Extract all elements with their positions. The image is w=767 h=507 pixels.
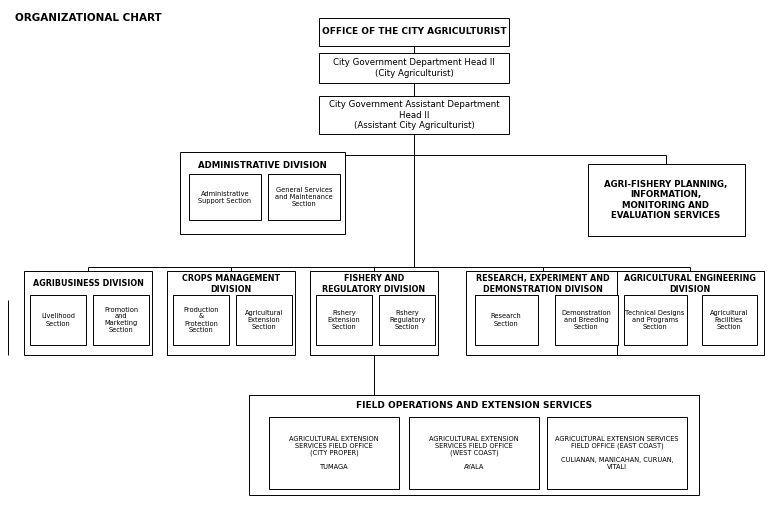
FancyBboxPatch shape	[555, 295, 617, 345]
Text: Fishery
Regulatory
Section: Fishery Regulatory Section	[389, 310, 425, 330]
FancyBboxPatch shape	[236, 295, 292, 345]
FancyBboxPatch shape	[249, 395, 699, 495]
Text: AGRI-FISHERY PLANNING,
INFORMATION,
MONITORING AND
EVALUATION SERVICES: AGRI-FISHERY PLANNING, INFORMATION, MONI…	[604, 180, 728, 220]
FancyBboxPatch shape	[409, 417, 539, 489]
FancyBboxPatch shape	[189, 174, 261, 220]
Text: Administrative
Support Section: Administrative Support Section	[199, 191, 252, 203]
FancyBboxPatch shape	[93, 295, 149, 345]
FancyBboxPatch shape	[173, 295, 229, 345]
Text: RESEARCH, EXPERIMENT AND
DEMONSTRATION DIVISON: RESEARCH, EXPERIMENT AND DEMONSTRATION D…	[476, 274, 610, 294]
Text: Agricultural
Extension
Section: Agricultural Extension Section	[245, 310, 283, 330]
Text: Agricultural
Facilities
Section: Agricultural Facilities Section	[709, 310, 749, 330]
FancyBboxPatch shape	[316, 295, 372, 345]
Text: FISHERY AND
REGULATORY DIVISION: FISHERY AND REGULATORY DIVISION	[322, 274, 426, 294]
Text: Technical Designs
and Programs
Section: Technical Designs and Programs Section	[625, 310, 685, 330]
FancyBboxPatch shape	[319, 53, 509, 83]
Text: ADMINISTRATIVE DIVISION: ADMINISTRATIVE DIVISION	[198, 162, 327, 170]
Text: CROPS MANAGEMENT
DIVISION: CROPS MANAGEMENT DIVISION	[182, 274, 280, 294]
Text: AGRICULTURAL ENGINEERING
DIVISION: AGRICULTURAL ENGINEERING DIVISION	[624, 274, 756, 294]
Text: ORGANIZATIONAL CHART: ORGANIZATIONAL CHART	[15, 13, 162, 23]
Text: AGRIBUSINESS DIVISION: AGRIBUSINESS DIVISION	[32, 279, 143, 288]
FancyBboxPatch shape	[617, 271, 763, 355]
FancyBboxPatch shape	[319, 96, 509, 134]
Text: General Services
and Maintenance
Section: General Services and Maintenance Section	[275, 187, 333, 207]
Text: Demonstration
and Breeding
Section: Demonstration and Breeding Section	[561, 310, 611, 330]
Text: Livelihood
Section: Livelihood Section	[41, 313, 75, 327]
FancyBboxPatch shape	[547, 417, 687, 489]
FancyBboxPatch shape	[624, 295, 686, 345]
FancyBboxPatch shape	[310, 271, 438, 355]
Text: Promotion
and
Marketing
Section: Promotion and Marketing Section	[104, 307, 138, 334]
FancyBboxPatch shape	[702, 295, 756, 345]
FancyBboxPatch shape	[379, 295, 435, 345]
FancyBboxPatch shape	[24, 271, 152, 355]
Text: AGRICULTURAL EXTENSION
SERVICES FIELD OFFICE
(CITY PROPER)

TUMAGA: AGRICULTURAL EXTENSION SERVICES FIELD OF…	[289, 436, 379, 470]
FancyBboxPatch shape	[167, 271, 295, 355]
Text: AGRICULTURAL EXTENSION
SERVICES FIELD OFFICE
(WEST COAST)

AYALA: AGRICULTURAL EXTENSION SERVICES FIELD OF…	[430, 436, 518, 470]
FancyBboxPatch shape	[268, 174, 340, 220]
Text: Research
Section: Research Section	[491, 313, 522, 327]
Text: OFFICE OF THE CITY AGRICULTURIST: OFFICE OF THE CITY AGRICULTURIST	[321, 27, 506, 37]
Text: FIELD OPERATIONS AND EXTENSION SERVICES: FIELD OPERATIONS AND EXTENSION SERVICES	[356, 401, 592, 410]
Text: Fishery
Extension
Section: Fishery Extension Section	[328, 310, 360, 330]
FancyBboxPatch shape	[179, 152, 344, 234]
FancyBboxPatch shape	[319, 18, 509, 46]
FancyBboxPatch shape	[475, 295, 538, 345]
FancyBboxPatch shape	[269, 417, 399, 489]
Text: City Government Assistant Department
Head II
(Assistant City Agriculturist): City Government Assistant Department Hea…	[329, 100, 499, 130]
Text: City Government Department Head II
(City Agriculturist): City Government Department Head II (City…	[333, 58, 495, 78]
Text: AGRICULTURAL EXTENSION SERVICES
FIELD OFFICE (EAST COAST)

CULIANAN, MANICAHAN, : AGRICULTURAL EXTENSION SERVICES FIELD OF…	[555, 436, 679, 470]
FancyBboxPatch shape	[588, 164, 745, 236]
FancyBboxPatch shape	[30, 295, 86, 345]
Text: Production
&
Protection
Section: Production & Protection Section	[183, 307, 219, 334]
FancyBboxPatch shape	[466, 271, 621, 355]
